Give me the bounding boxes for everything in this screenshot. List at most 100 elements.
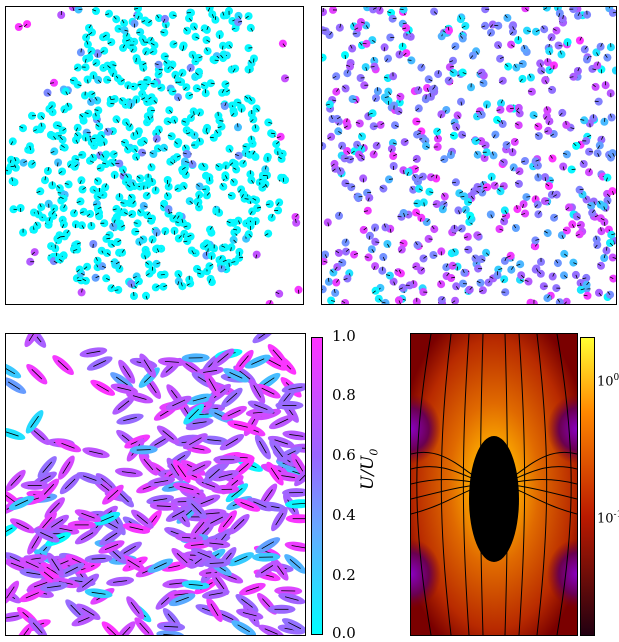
particle xyxy=(88,91,96,99)
particle xyxy=(482,249,490,257)
particle xyxy=(537,67,545,75)
particle xyxy=(452,123,460,131)
particle xyxy=(527,74,535,82)
particle xyxy=(134,219,142,227)
particle xyxy=(593,241,601,249)
particle xyxy=(576,230,584,238)
particle xyxy=(530,111,538,119)
particle xyxy=(549,155,557,163)
particle xyxy=(252,196,260,204)
particle xyxy=(451,297,459,304)
particle xyxy=(371,63,379,71)
particle xyxy=(187,64,195,72)
particle xyxy=(522,193,530,201)
particle xyxy=(231,65,239,73)
particle xyxy=(82,277,90,285)
particle xyxy=(391,121,399,129)
particle xyxy=(252,217,260,225)
particle xyxy=(104,62,112,70)
particle xyxy=(483,183,491,191)
particle xyxy=(532,265,540,273)
particle xyxy=(132,153,140,161)
particle xyxy=(322,251,329,259)
particle xyxy=(74,64,82,72)
particle xyxy=(177,78,185,86)
particle xyxy=(430,225,438,233)
particle xyxy=(169,11,177,19)
particle xyxy=(459,35,467,43)
particle xyxy=(450,132,458,140)
ellipse-particle xyxy=(268,605,296,614)
particle xyxy=(608,114,616,122)
particle xyxy=(507,266,515,274)
particle xyxy=(358,133,366,141)
particle xyxy=(160,29,168,37)
cbar-tick-0-8: 0.8 xyxy=(332,388,356,403)
particle xyxy=(441,193,449,201)
particle xyxy=(356,120,364,128)
particle xyxy=(449,57,457,65)
particle xyxy=(342,248,350,256)
particle xyxy=(457,98,465,106)
particle xyxy=(439,205,447,213)
particle xyxy=(253,251,261,259)
particle xyxy=(50,79,58,87)
particle xyxy=(460,269,468,277)
particle xyxy=(153,135,161,143)
particle xyxy=(267,129,275,137)
particle xyxy=(9,177,17,185)
particle xyxy=(523,27,531,35)
particle xyxy=(334,127,342,135)
particle xyxy=(62,87,70,95)
particle xyxy=(203,26,211,34)
particle xyxy=(204,47,212,55)
colorbar-speed xyxy=(311,337,323,635)
particle xyxy=(437,110,445,118)
particle xyxy=(576,37,584,45)
particle xyxy=(44,89,52,97)
particle xyxy=(277,133,285,141)
particle xyxy=(459,280,467,288)
particle xyxy=(85,24,93,32)
particle xyxy=(226,145,234,153)
particle xyxy=(342,239,350,247)
ellipse-particle xyxy=(24,361,50,387)
particle xyxy=(346,63,354,71)
particle xyxy=(385,175,393,183)
particle xyxy=(541,173,549,181)
particle xyxy=(41,176,49,184)
particle xyxy=(503,14,511,22)
particle xyxy=(110,150,118,158)
particle xyxy=(67,160,75,168)
particle xyxy=(117,223,125,231)
particle xyxy=(413,155,421,163)
particle xyxy=(145,19,153,27)
particle xyxy=(107,38,115,46)
particle xyxy=(178,282,186,290)
particle xyxy=(115,193,123,201)
particle xyxy=(507,41,515,49)
particle xyxy=(607,89,615,97)
particle xyxy=(230,109,238,117)
particle xyxy=(336,24,344,32)
particle xyxy=(58,168,66,176)
particle xyxy=(515,180,523,188)
particle xyxy=(100,138,108,146)
particle xyxy=(101,183,109,191)
particle xyxy=(493,116,501,124)
particle xyxy=(204,241,212,249)
particle xyxy=(565,203,573,211)
particle xyxy=(84,40,92,48)
colorbar-axis-label: U/U0 xyxy=(358,449,380,490)
particle xyxy=(433,200,441,208)
particle xyxy=(371,262,379,270)
particle xyxy=(326,100,334,108)
particle xyxy=(503,141,511,149)
particle xyxy=(207,79,215,87)
particle xyxy=(72,220,80,228)
particle xyxy=(142,47,150,55)
particle xyxy=(402,24,410,32)
particle xyxy=(152,283,160,291)
particle xyxy=(414,86,422,94)
particle xyxy=(445,27,453,35)
